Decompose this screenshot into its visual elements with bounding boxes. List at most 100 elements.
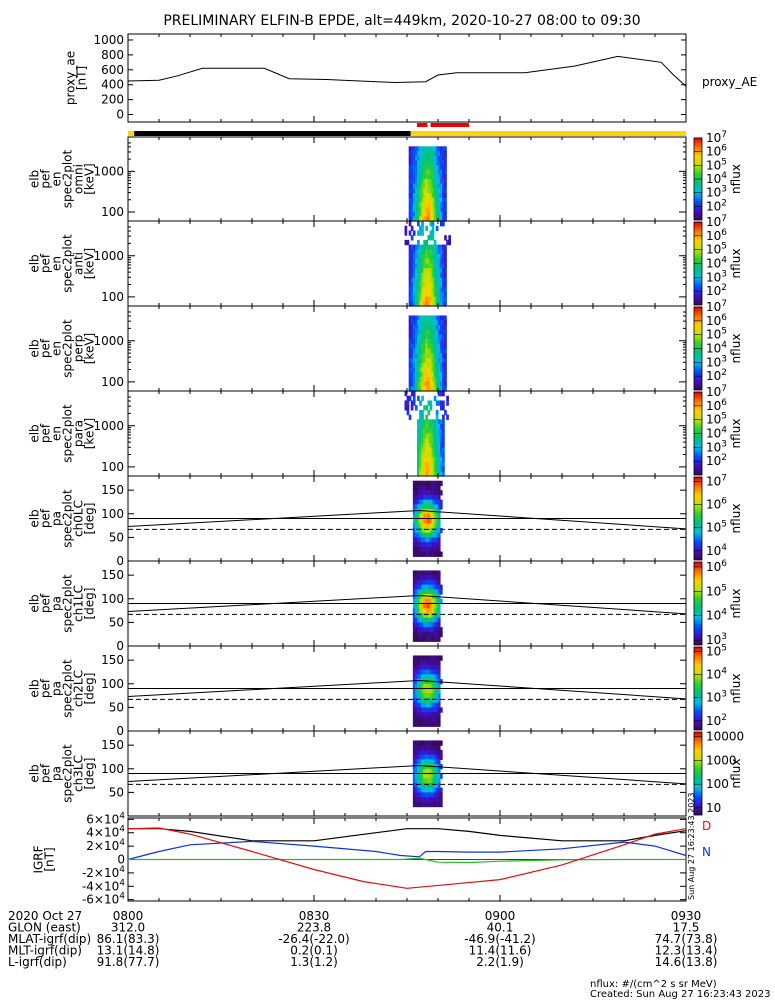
panel-para-cell <box>433 395 437 402</box>
panel-anti-cell <box>425 282 429 288</box>
panel-ch0lc-cell <box>423 551 426 557</box>
panel-anti-cell <box>437 291 441 298</box>
panel-para-cell <box>442 405 445 411</box>
panel-perp-cell <box>414 334 418 340</box>
panel-ch0lc-cell <box>437 485 441 491</box>
panel-ch1lc-cell <box>414 631 418 638</box>
panel-para-cell <box>435 442 439 449</box>
vertical-timestamp: Sun Aug 27 16:23:43 2023 <box>687 793 696 900</box>
panel-para-cell <box>429 461 433 468</box>
panel-omni-cell <box>439 155 443 161</box>
panel-ch3lc-cell <box>425 754 429 760</box>
panel-ch2lc-cell <box>417 660 420 666</box>
panel-ch1lc-cell <box>421 636 424 642</box>
panel-ch2lc-cell <box>429 716 433 723</box>
panel-perp-cell <box>408 324 412 331</box>
panel-ch1lc-cell <box>431 575 435 581</box>
panel-para-cell <box>431 438 435 444</box>
panel-anti-cell <box>423 268 426 274</box>
panel-ch0lc-cell <box>439 527 443 534</box>
panel-ch3lc-cell <box>417 745 420 751</box>
panel-ch1lc-cell <box>421 575 424 581</box>
panel-ch2lc-cell <box>419 702 422 708</box>
panel-ch3lc-cell <box>425 773 429 779</box>
panel-anti-cell <box>417 221 420 227</box>
panel-perp-cell <box>433 353 437 359</box>
panel-omni-cell <box>435 202 439 208</box>
panel-ch1lc-cell <box>433 570 437 576</box>
panel-ch0lc-ylabel: spec2plot <box>61 489 75 548</box>
panel-anti-cell <box>437 258 441 265</box>
panel-anti-cbar-tick-label: 106 <box>706 228 727 243</box>
panel-omni-cell <box>429 151 433 157</box>
panel-omni-cell <box>435 211 439 217</box>
panel-ch0lc-cell <box>425 494 429 501</box>
panel-ch0lc-cell <box>431 504 435 510</box>
panel-ch2lc-cell <box>414 669 418 675</box>
panel-perp-cell <box>442 339 445 345</box>
panel-ch2lc-cell <box>437 664 441 671</box>
panel-ch3lc-cell <box>419 754 422 760</box>
panel-anti-cell <box>421 291 424 298</box>
panel-perp-cell <box>410 376 414 383</box>
panel-omni-cell <box>427 146 431 152</box>
panel-anti-cell <box>433 277 437 283</box>
panel-perp-cell <box>419 348 422 354</box>
panel-omni-cell <box>444 193 447 199</box>
panel-perp-cell <box>419 362 422 368</box>
panel-ch2lc-cell <box>433 655 437 661</box>
panel-omni-cell <box>408 151 412 157</box>
panel-perp-cell <box>417 367 420 373</box>
panel-perp-cell <box>421 381 424 387</box>
panel-ch0lc-cell <box>431 537 435 543</box>
panel-ch2lc-cell <box>417 702 420 708</box>
panel-ch3lc-cell <box>412 759 416 765</box>
panel-ch1lc-cell <box>423 622 426 628</box>
panel-ch1lc-cell <box>419 598 422 605</box>
panel-para-cell <box>408 414 412 420</box>
panel-ch1lc-cell <box>435 598 439 605</box>
panel-ch3lc-cell <box>437 778 441 784</box>
panel-omni-cell <box>444 197 447 203</box>
panel-ch3lc-cell <box>435 759 439 765</box>
panel-ch3lc-cell <box>431 782 435 789</box>
panel-ch0lc-cell <box>412 499 416 505</box>
panel-ch3lc-cell <box>425 749 429 756</box>
igrf-ytick-label: -6×104 <box>82 892 125 907</box>
panel-omni-cell <box>427 207 431 213</box>
panel-perp-cell <box>431 329 435 335</box>
panel-ch0lc-cell <box>437 537 441 543</box>
footer-row-label: L-igrf(dip) <box>8 955 67 969</box>
panel-ch0lc-cell <box>423 490 426 496</box>
panel-ch0lc-cell <box>433 537 437 543</box>
panel-ch0lc-cell <box>429 523 433 529</box>
panel-anti-cell <box>427 272 431 279</box>
created-stamp: Created: Sun Aug 27 16:23:43 2023 <box>590 989 770 1000</box>
panel-omni-cell <box>414 160 418 166</box>
panel-ch3lc-cell <box>417 754 420 760</box>
panel-omni-cell <box>414 165 418 171</box>
panel-ch1lc-cell <box>421 617 424 623</box>
panel-ch1lc-cell <box>417 603 420 609</box>
footer-value: 223.8 <box>297 921 331 935</box>
panel-ch2lc-cell <box>435 707 439 713</box>
panel-ch1lc-cell <box>421 603 424 609</box>
panel-ch0lc-cell <box>431 490 435 496</box>
panel-ch3lc-ylabel: [deg] <box>83 758 97 790</box>
panel-anti-cell <box>417 272 420 279</box>
panel-omni-cell <box>414 169 418 175</box>
panel-ch1lc-cell <box>427 612 431 619</box>
panel-para-cell <box>429 433 433 439</box>
panel-ch1lc-cell <box>437 579 441 586</box>
panel-para-cbar-tick-label: 103 <box>706 439 727 454</box>
panel-perp-cell <box>431 320 435 326</box>
panel-ch3lc-cell <box>437 745 441 751</box>
panel-ch3lc-cell <box>435 801 439 808</box>
panel-ch2lc-cell <box>431 707 435 713</box>
panel-para-cell <box>425 471 429 477</box>
figure-title: PRELIMINARY ELFIN-B EPDE, alt=449km, 202… <box>163 13 640 29</box>
panel-ch1lc-cell <box>429 570 433 576</box>
panel-para-cell <box>417 395 420 402</box>
panel-ch0lc-cell <box>417 494 420 501</box>
panel-ch2lc-cell <box>419 669 422 675</box>
